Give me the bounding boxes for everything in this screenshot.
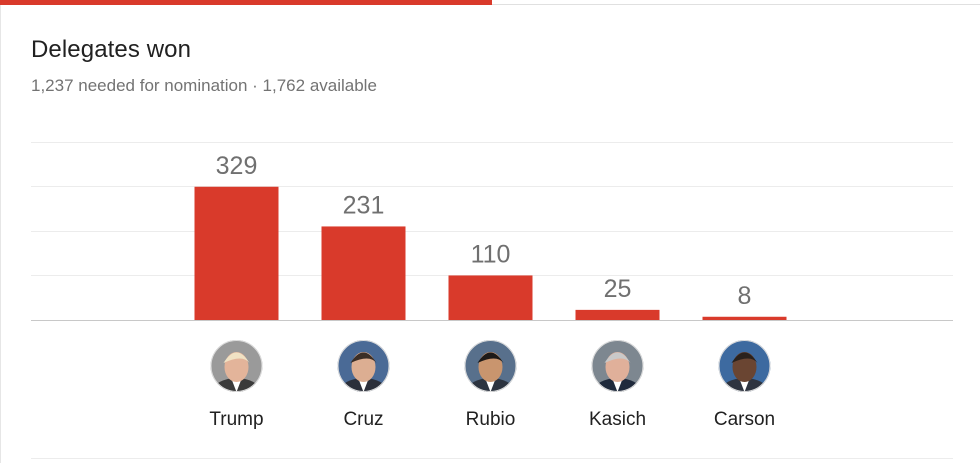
chart-bars: 329 231 110 25 8 <box>31 152 953 321</box>
avatar-suit <box>339 378 388 392</box>
chart-subtitle: 1,237 needed for nomination · 1,762 avai… <box>31 76 377 95</box>
bar-value-label: 329 <box>216 152 258 180</box>
bar-value-label: 25 <box>604 275 632 303</box>
bar-value-label: 110 <box>471 240 511 268</box>
candidate-name-cruz: Cruz <box>343 409 383 430</box>
avatar-trump <box>210 340 263 392</box>
avatar-portrait <box>210 340 263 392</box>
avatar-hair <box>350 352 377 363</box>
candidate-axis: Trump Cruz Rubio Kasich Carson <box>209 340 775 430</box>
avatar-suit <box>212 378 261 392</box>
candidate-name-rubio: Rubio <box>466 409 516 430</box>
avatar-ring <box>210 340 263 392</box>
avatar-hair <box>731 352 758 363</box>
avatar-collar <box>612 379 623 392</box>
avatar-ring <box>591 340 644 392</box>
chart-title: Delegates won <box>31 36 192 63</box>
bar-value-label: 231 <box>343 191 385 219</box>
candidate-name-trump: Trump <box>209 409 263 430</box>
avatar-suit <box>593 378 642 392</box>
avatar-collar <box>358 379 369 392</box>
avatar-suit <box>466 378 515 392</box>
bar-rubio <box>448 275 533 320</box>
avatar-hair <box>477 352 504 363</box>
avatar-portrait <box>337 340 390 392</box>
avatar-ring <box>718 340 771 392</box>
avatar-ring <box>464 340 517 392</box>
avatar-portrait <box>718 340 771 392</box>
candidate-name-carson: Carson <box>714 409 775 430</box>
progress-indicator <box>0 0 492 5</box>
bar-carson <box>702 316 787 320</box>
bar-trump <box>194 186 279 320</box>
avatar-portrait <box>591 340 644 392</box>
avatar-collar <box>231 379 242 392</box>
avatar-suit <box>720 378 769 392</box>
avatar-rubio <box>464 340 517 392</box>
bar-cruz <box>321 226 406 320</box>
candidate-name-kasich: Kasich <box>589 409 646 430</box>
bar-kasich <box>575 309 660 320</box>
avatar-hair <box>223 352 250 363</box>
avatar-collar <box>739 379 750 392</box>
avatar-ring <box>337 340 390 392</box>
avatar-cruz <box>337 340 390 392</box>
avatar-portrait <box>464 340 517 392</box>
avatar-hair <box>604 352 631 363</box>
avatar-collar <box>485 379 496 392</box>
avatar-kasich <box>591 340 644 392</box>
top-rule <box>0 0 980 6</box>
avatar-carson <box>718 340 771 392</box>
bar-value-label: 8 <box>738 282 752 310</box>
card-edge <box>0 5 1 463</box>
